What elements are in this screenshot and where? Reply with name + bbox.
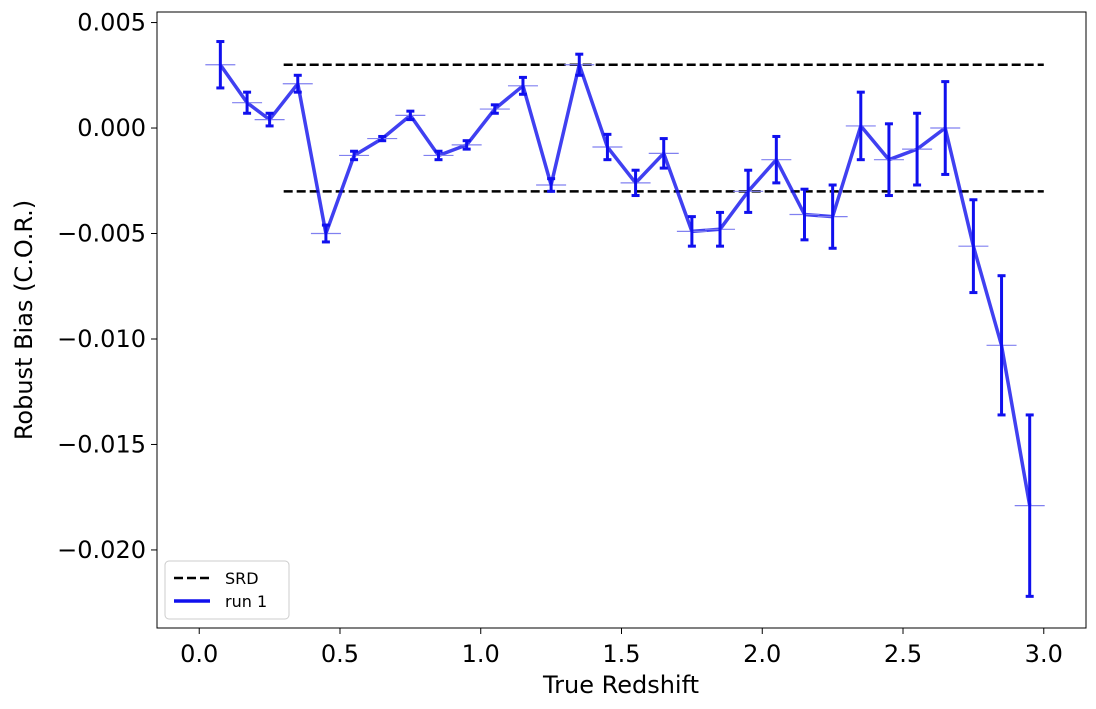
x-tick-label: 0.0 <box>180 640 218 668</box>
x-tick-label: 2.0 <box>743 640 781 668</box>
x-tick-label: 0.5 <box>321 640 359 668</box>
legend-frame <box>164 560 290 620</box>
legend-run1-label: run 1 <box>225 592 267 611</box>
x-axis-label: True Redshift <box>542 671 699 699</box>
series-line <box>218 62 1032 506</box>
y-tick-label: 0.000 <box>77 114 146 142</box>
legend: SRD run 1 <box>164 560 290 620</box>
x-tick-label: 1.0 <box>462 640 500 668</box>
x-tick-label: 3.0 <box>1025 640 1063 668</box>
x-tick-label: 2.5 <box>884 640 922 668</box>
plot-background <box>157 12 1086 628</box>
y-tick-label: 0.005 <box>77 9 146 37</box>
y-tick-label: −0.005 <box>57 220 146 248</box>
x-tick-label: 1.5 <box>602 640 640 668</box>
y-tick-label: −0.020 <box>57 536 146 564</box>
y-tick-label: −0.010 <box>57 325 146 353</box>
legend-srd-label: SRD <box>225 569 259 588</box>
y-tick-label: −0.015 <box>57 430 146 458</box>
y-axis-label: Robust Bias (C.O.R.) <box>10 200 38 440</box>
